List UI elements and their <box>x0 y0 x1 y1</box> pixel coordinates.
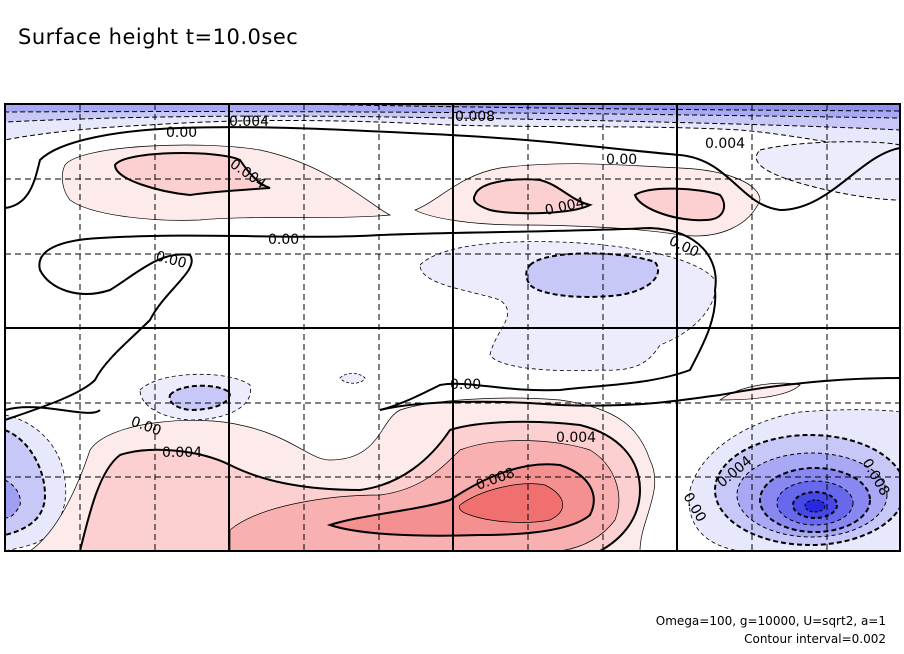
neg-region <box>525 252 660 298</box>
contour-label: 0.004 <box>229 114 269 130</box>
parameters-annotation: Omega=100, g=10000, U=sqrt2, a=1 <box>655 614 886 628</box>
contour-label: 0.00 <box>450 377 481 393</box>
plot-frame <box>4 103 901 552</box>
neg-region <box>299 104 900 112</box>
zero-contour <box>5 126 900 212</box>
contour-label: 0.004 <box>162 445 202 461</box>
grid-major <box>5 104 900 551</box>
chart-title: Surface height t=10.0sec <box>18 25 299 49</box>
contour-label: 0.004 <box>705 136 745 152</box>
pos-region <box>113 152 271 197</box>
contour-label: 0.00 <box>154 248 188 272</box>
zero-contour <box>5 406 101 414</box>
contour-label: 0.00 <box>666 233 701 261</box>
neg-region <box>168 384 232 412</box>
pos-region <box>718 382 801 401</box>
contour-label: 0.00 <box>166 125 197 141</box>
neg-region <box>755 141 900 201</box>
neg-region <box>804 499 826 513</box>
contour-label: 0.004 <box>556 430 596 446</box>
pos-region <box>472 178 593 215</box>
contour-label: 0.008 <box>455 109 495 125</box>
zero-contour <box>379 377 900 411</box>
contour-label: 0.00 <box>606 152 637 168</box>
neg-region <box>339 373 366 384</box>
pos-region <box>633 187 726 222</box>
zero-contour <box>5 226 717 421</box>
contour-label: 0.00 <box>268 232 299 248</box>
pos-region <box>458 483 563 523</box>
neg-region <box>5 479 21 519</box>
contour-interval-annotation: Contour interval=0.002 <box>744 632 886 646</box>
